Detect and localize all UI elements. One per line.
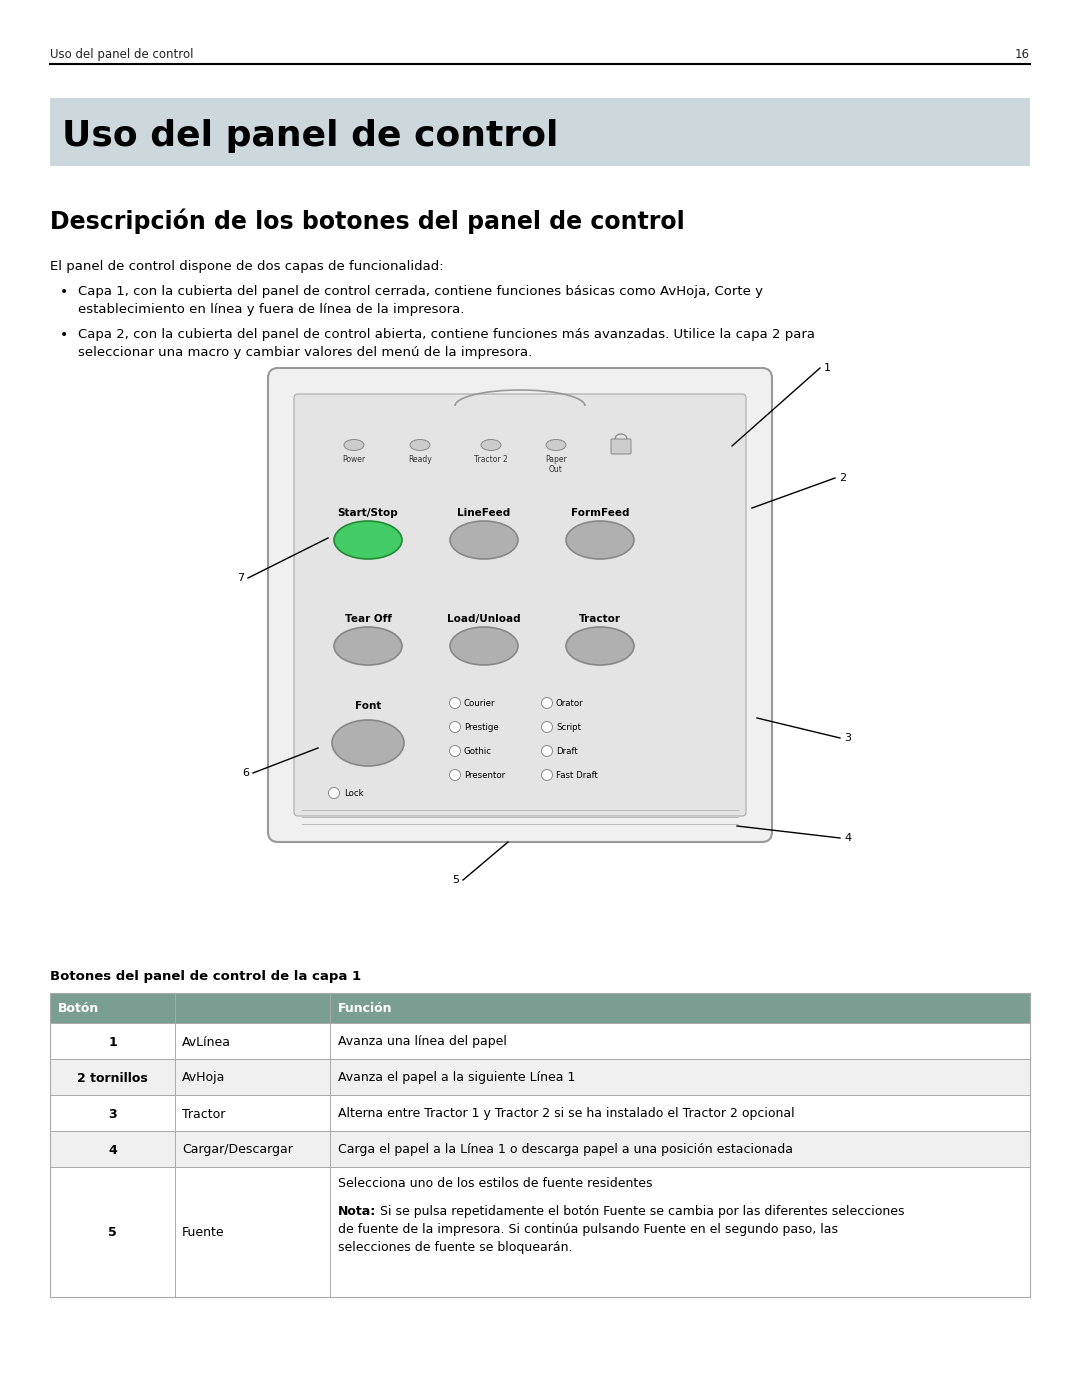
FancyBboxPatch shape (50, 1059, 1030, 1095)
Text: 2: 2 (839, 474, 846, 483)
Text: 2 tornillos: 2 tornillos (77, 1071, 148, 1084)
Text: 1: 1 (824, 363, 831, 373)
Text: Paper
Out: Paper Out (545, 455, 567, 475)
Text: Draft: Draft (556, 746, 578, 756)
Text: Font: Font (355, 701, 381, 711)
Text: 3: 3 (843, 733, 851, 743)
Text: Uso del panel de control: Uso del panel de control (62, 119, 558, 154)
Ellipse shape (481, 440, 501, 450)
Text: Power: Power (342, 455, 365, 464)
Text: •: • (60, 328, 68, 342)
Text: Gothic: Gothic (464, 746, 492, 756)
Text: FormFeed: FormFeed (570, 509, 630, 518)
Circle shape (541, 746, 553, 757)
Text: 6: 6 (242, 768, 249, 778)
Ellipse shape (332, 719, 404, 766)
Circle shape (449, 697, 460, 708)
Text: Avanza el papel a la siguiente Línea 1: Avanza el papel a la siguiente Línea 1 (338, 1071, 576, 1084)
Text: Tractor: Tractor (183, 1108, 226, 1120)
Text: de fuente de la impresora. Si continúa pulsando Fuente en el segundo paso, las: de fuente de la impresora. Si continúa p… (338, 1222, 838, 1236)
Text: Orator: Orator (556, 698, 583, 707)
Circle shape (449, 721, 460, 732)
Text: Función: Función (338, 1003, 392, 1016)
Circle shape (449, 746, 460, 757)
Ellipse shape (334, 521, 402, 559)
Text: Lock: Lock (345, 788, 364, 798)
Text: Alterna entre Tractor 1 y Tractor 2 si se ha instalado el Tractor 2 opcional: Alterna entre Tractor 1 y Tractor 2 si s… (338, 1108, 795, 1120)
Text: •: • (60, 285, 68, 299)
Text: establecimiento en línea y fuera de línea de la impresora.: establecimiento en línea y fuera de líne… (78, 303, 464, 316)
FancyBboxPatch shape (50, 1166, 1030, 1296)
FancyBboxPatch shape (455, 390, 585, 407)
Text: El panel de control dispone de dos capas de funcionalidad:: El panel de control dispone de dos capas… (50, 260, 444, 272)
Text: seleccionar una macro y cambiar valores del menú de la impresora.: seleccionar una macro y cambiar valores … (78, 346, 532, 359)
FancyBboxPatch shape (50, 1095, 1030, 1132)
FancyBboxPatch shape (50, 1023, 1030, 1059)
Text: 16: 16 (1015, 47, 1030, 61)
Text: Si se pulsa repetidamente el botón Fuente se cambia por las diferentes seleccion: Si se pulsa repetidamente el botón Fuent… (380, 1206, 905, 1218)
Ellipse shape (345, 440, 364, 450)
Text: Botón: Botón (58, 1003, 99, 1016)
Text: Fast Draft: Fast Draft (556, 771, 598, 780)
Ellipse shape (546, 440, 566, 450)
Ellipse shape (566, 521, 634, 559)
Circle shape (541, 721, 553, 732)
Circle shape (449, 770, 460, 781)
Text: Nota:: Nota: (338, 1206, 376, 1218)
Text: Courier: Courier (464, 698, 496, 707)
Text: AvHoja: AvHoja (183, 1071, 226, 1084)
Text: LineFeed: LineFeed (457, 509, 511, 518)
Text: 7: 7 (237, 573, 244, 583)
Ellipse shape (566, 627, 634, 665)
Text: 4: 4 (843, 833, 851, 842)
Text: 5: 5 (108, 1227, 117, 1239)
Circle shape (328, 788, 339, 799)
Text: Tear Off: Tear Off (345, 615, 391, 624)
Text: Load/Unload: Load/Unload (447, 615, 521, 624)
Text: 1: 1 (108, 1035, 117, 1049)
Text: Cargar/Descargar: Cargar/Descargar (183, 1144, 293, 1157)
Text: Fuente: Fuente (183, 1227, 225, 1239)
Ellipse shape (450, 521, 518, 559)
Text: Tractor: Tractor (579, 615, 621, 624)
Text: 5: 5 (453, 875, 459, 886)
FancyBboxPatch shape (268, 367, 772, 842)
Text: selecciones de fuente se bloquearán.: selecciones de fuente se bloquearán. (338, 1241, 572, 1255)
Ellipse shape (450, 627, 518, 665)
Text: Prestige: Prestige (464, 722, 499, 732)
FancyBboxPatch shape (50, 98, 1030, 166)
Text: Descripción de los botones del panel de control: Descripción de los botones del panel de … (50, 208, 685, 233)
FancyBboxPatch shape (611, 439, 631, 454)
Text: Ready: Ready (408, 455, 432, 464)
Text: Presentor: Presentor (464, 771, 505, 780)
Text: Avanza una línea del papel: Avanza una línea del papel (338, 1035, 507, 1049)
Text: Tractor 2: Tractor 2 (474, 455, 508, 464)
Ellipse shape (334, 627, 402, 665)
Ellipse shape (410, 440, 430, 450)
FancyBboxPatch shape (50, 1132, 1030, 1166)
Text: Start/Stop: Start/Stop (338, 509, 399, 518)
FancyBboxPatch shape (50, 993, 1030, 1023)
Circle shape (541, 697, 553, 708)
FancyBboxPatch shape (294, 394, 746, 816)
Text: AvLínea: AvLínea (183, 1035, 231, 1049)
Text: Botones del panel de control de la capa 1: Botones del panel de control de la capa … (50, 970, 361, 983)
Text: Selecciona uno de los estilos de fuente residentes: Selecciona uno de los estilos de fuente … (338, 1178, 652, 1190)
Text: Carga el papel a la Línea 1 o descarga papel a una posición estacionada: Carga el papel a la Línea 1 o descarga p… (338, 1144, 793, 1157)
Text: Uso del panel de control: Uso del panel de control (50, 47, 193, 61)
Text: 4: 4 (108, 1144, 117, 1157)
Circle shape (541, 770, 553, 781)
Text: Capa 2, con la cubierta del panel de control abierta, contiene funciones más ava: Capa 2, con la cubierta del panel de con… (78, 328, 815, 341)
Text: Capa 1, con la cubierta del panel de control cerrada, contiene funciones básicas: Capa 1, con la cubierta del panel de con… (78, 285, 762, 298)
Text: 3: 3 (108, 1108, 117, 1120)
Text: Script: Script (556, 722, 581, 732)
